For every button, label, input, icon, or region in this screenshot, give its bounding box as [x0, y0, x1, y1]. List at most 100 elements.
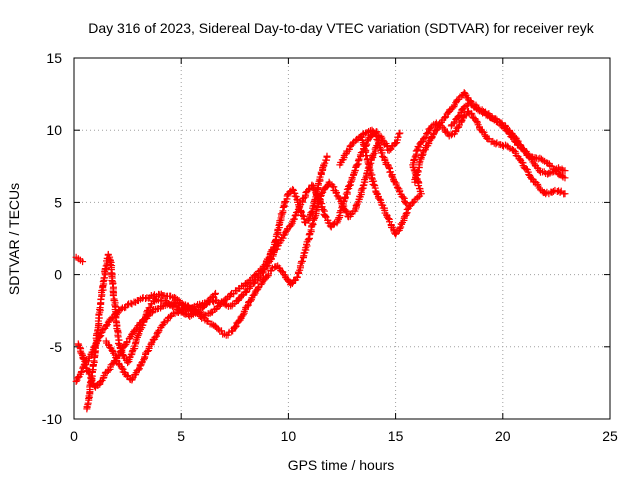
- sdtvar-point: [454, 112, 462, 120]
- sdtvar-point: [365, 164, 373, 172]
- sdtvar-point: [72, 377, 80, 385]
- sdtvar-point: [243, 302, 251, 310]
- sdtvar-point: [118, 364, 126, 372]
- y-axis-label: SDTVAR / TECUs: [6, 183, 22, 295]
- sdtvar-point: [414, 167, 422, 175]
- x-tick-label: 0: [70, 428, 78, 444]
- sdtvar-point: [290, 215, 298, 223]
- sdtvar-point: [384, 215, 392, 223]
- sdtvar-point: [99, 278, 107, 286]
- sdtvar-point: [376, 195, 384, 203]
- sdtvar-point: [79, 258, 87, 266]
- y-tick-label: -10: [42, 411, 62, 427]
- sdtvar-point: [371, 129, 379, 137]
- sdtvar-point: [278, 210, 286, 218]
- sdtvar-point: [467, 109, 475, 117]
- sdtvar-point: [218, 327, 226, 335]
- sdtvar-point: [385, 146, 393, 154]
- sdtvar-point: [369, 180, 377, 188]
- sdtvar-point: [401, 213, 409, 221]
- y-tick-label: 10: [46, 122, 62, 138]
- sdtvar-point: [239, 311, 247, 319]
- sdtvar-point: [281, 229, 289, 237]
- sdtvar-point: [556, 188, 564, 196]
- axis-ticks: 0 5 10 15 20 25 -10 -5 0 5 10 15: [42, 50, 618, 444]
- x-tick-label: 15: [388, 428, 404, 444]
- sdtvar-point: [440, 114, 448, 122]
- y-tick-label: 5: [54, 194, 62, 210]
- sdtvar-point: [247, 297, 255, 305]
- sdtvar-point: [214, 325, 222, 333]
- sdtvar-point: [558, 165, 566, 173]
- sdtvar-point: [343, 185, 351, 193]
- sdtvar-point: [114, 333, 122, 341]
- sdtvar-point: [302, 244, 310, 252]
- sdtvar-point: [128, 375, 136, 383]
- x-axis-label: GPS time / hours: [288, 457, 395, 473]
- grid-lines: [74, 58, 610, 419]
- sdtvar-point: [260, 266, 268, 274]
- x-tick-label: 20: [495, 428, 511, 444]
- sdtvar-point: [250, 279, 258, 287]
- sdtvar-point: [124, 359, 132, 367]
- sdtvar-point: [535, 167, 543, 175]
- sdtvar-point: [232, 322, 240, 330]
- sdtvar-point: [350, 170, 358, 178]
- sdtvar-point: [97, 378, 105, 386]
- sdtvar-point: [213, 324, 221, 332]
- sdtvar-point: [189, 304, 197, 312]
- sdtvar-point: [369, 151, 377, 159]
- sdtvar-point: [511, 137, 519, 145]
- sdtvar-point: [396, 224, 404, 232]
- sdtvar-point: [143, 308, 151, 316]
- sdtvar-point: [447, 131, 455, 139]
- sdtvar-point: [424, 128, 432, 136]
- sdtvar-point: [250, 291, 258, 299]
- sdtvar-point: [115, 340, 123, 348]
- sdtvar-point: [318, 189, 326, 197]
- sdtvar-point: [151, 333, 159, 341]
- chart-title: Day 316 of 2023, Sidereal Day-to-day VTE…: [88, 20, 594, 36]
- sdtvar-point: [264, 259, 272, 267]
- sdtvar-point: [212, 289, 220, 297]
- sdtvar-point: [124, 301, 132, 309]
- sdtvar-point: [414, 193, 422, 201]
- sdtvar-point: [109, 280, 117, 288]
- sdtvar-point: [309, 219, 317, 227]
- sdtvar-point: [343, 209, 351, 217]
- sdtvar-point: [293, 273, 301, 281]
- sdtvar-point: [423, 130, 431, 138]
- sdtvar-point: [174, 308, 182, 316]
- sdtvar-point: [280, 271, 288, 279]
- sdtvar-point: [481, 131, 489, 139]
- sdtvar-point: [395, 130, 403, 138]
- sdtvar-point: [310, 185, 318, 193]
- sdtvar-point: [345, 145, 353, 153]
- sdtvar-point: [134, 366, 142, 374]
- sdtvar-point: [100, 274, 108, 282]
- sdtvar-point: [333, 219, 341, 227]
- sdtvar-point: [255, 274, 263, 282]
- sdtvar-point: [388, 172, 396, 180]
- sdtvar-point: [306, 212, 314, 220]
- sdtvar-point: [126, 334, 134, 342]
- sdtvar-point: [263, 273, 271, 281]
- sdtvar-point: [394, 133, 402, 141]
- sdtvar-point: [418, 151, 426, 159]
- sdtvar-point: [338, 204, 346, 212]
- sdtvar-point: [341, 194, 349, 202]
- sdtvar-point: [319, 206, 327, 214]
- sdtvar-point: [191, 308, 199, 316]
- sdtvar-point: [117, 305, 125, 313]
- y-tick-label: 15: [46, 50, 62, 66]
- sdtvar-point: [364, 160, 372, 168]
- sdtvar-point: [274, 225, 282, 233]
- sdtvar-point: [457, 108, 465, 116]
- sdtvar-point: [421, 133, 429, 141]
- sdtvar-point: [156, 291, 164, 299]
- sdtvar-point: [439, 123, 447, 131]
- sdtvar-point: [298, 211, 306, 219]
- sdtvar-point: [242, 288, 250, 296]
- data-marks: [72, 89, 569, 413]
